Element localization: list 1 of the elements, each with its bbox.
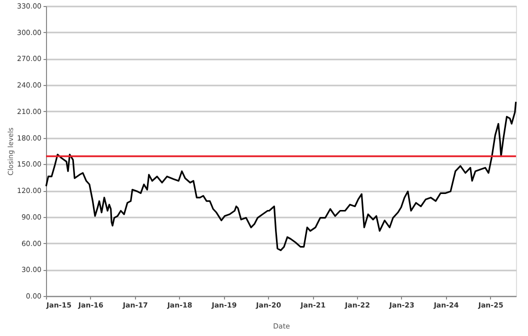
line-series bbox=[45, 100, 517, 252]
